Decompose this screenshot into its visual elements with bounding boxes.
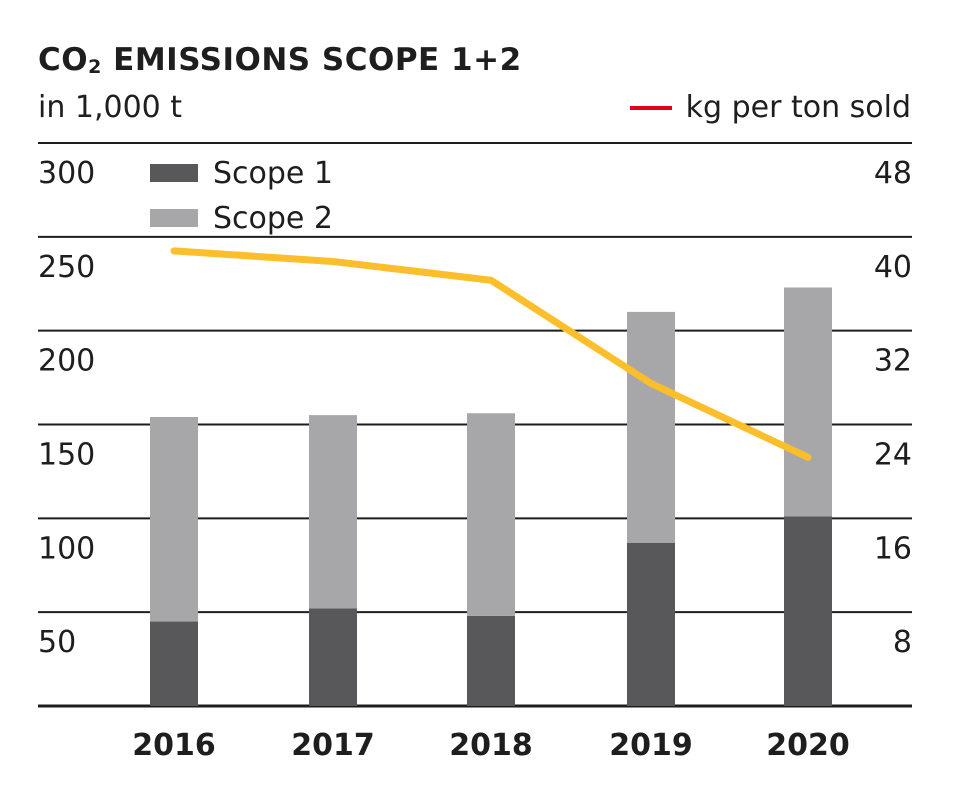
y-tick-label-right: 24 (874, 438, 912, 473)
y-tick-label-left: 300 (38, 156, 95, 191)
line-legend-label: kg per ton sold (685, 90, 911, 125)
bar-scope2 (309, 415, 357, 609)
bar-scope1 (784, 516, 832, 706)
title-subscript: 2 (88, 56, 102, 78)
y-tick-label-right: 32 (874, 344, 912, 379)
x-tick-label: 2017 (291, 728, 375, 763)
x-tick-label: 2020 (766, 728, 850, 763)
y-tick-label-left: 100 (38, 531, 95, 566)
chart-title: CO2 EMISSIONS SCOPE 1+2 (38, 42, 522, 78)
x-tick-label: 2016 (132, 728, 216, 763)
y-tick-label-left: 200 (38, 344, 95, 379)
y-tick-label-left: 50 (38, 625, 76, 660)
y-tick-label-left: 150 (38, 438, 95, 473)
bar-scope2 (627, 311, 675, 543)
bar-scope1 (627, 542, 675, 706)
title-co: CO (38, 42, 89, 78)
x-tick-label: 2018 (449, 728, 533, 763)
label-layer: 50 8 100 16 150 24 200 32 250 40 300 48 2016 2017 2018… (38, 156, 912, 763)
title-rest: EMISSIONS SCOPE 1+2 (101, 42, 522, 78)
bar-scope1 (467, 615, 515, 706)
bar-scope1 (309, 608, 357, 706)
y-tick-label-right: 8 (893, 625, 912, 660)
legend-label: Scope 1 (213, 156, 333, 191)
legend-label: Scope 2 (213, 201, 333, 236)
unit-label: in 1,000 t (38, 90, 183, 125)
legend-swatch (150, 209, 198, 227)
bar-scope1 (150, 621, 198, 706)
legend-layer: Scope 1 Scope 2 (150, 156, 333, 236)
legend-swatch (150, 164, 198, 182)
line-layer (170, 247, 812, 461)
bar-scope2 (150, 416, 198, 622)
line-legend-swatch (629, 105, 672, 110)
bar-scope2 (784, 287, 832, 517)
y-tick-label-left: 250 (38, 250, 95, 285)
line-legend: kg per ton sold (629, 90, 911, 125)
y-tick-label-right: 40 (874, 250, 912, 285)
y-tick-label-right: 16 (874, 531, 912, 566)
bar-layer (150, 287, 832, 706)
x-tick-label: 2019 (609, 728, 693, 763)
y-tick-label-right: 48 (874, 156, 912, 191)
bar-scope2 (467, 413, 515, 616)
